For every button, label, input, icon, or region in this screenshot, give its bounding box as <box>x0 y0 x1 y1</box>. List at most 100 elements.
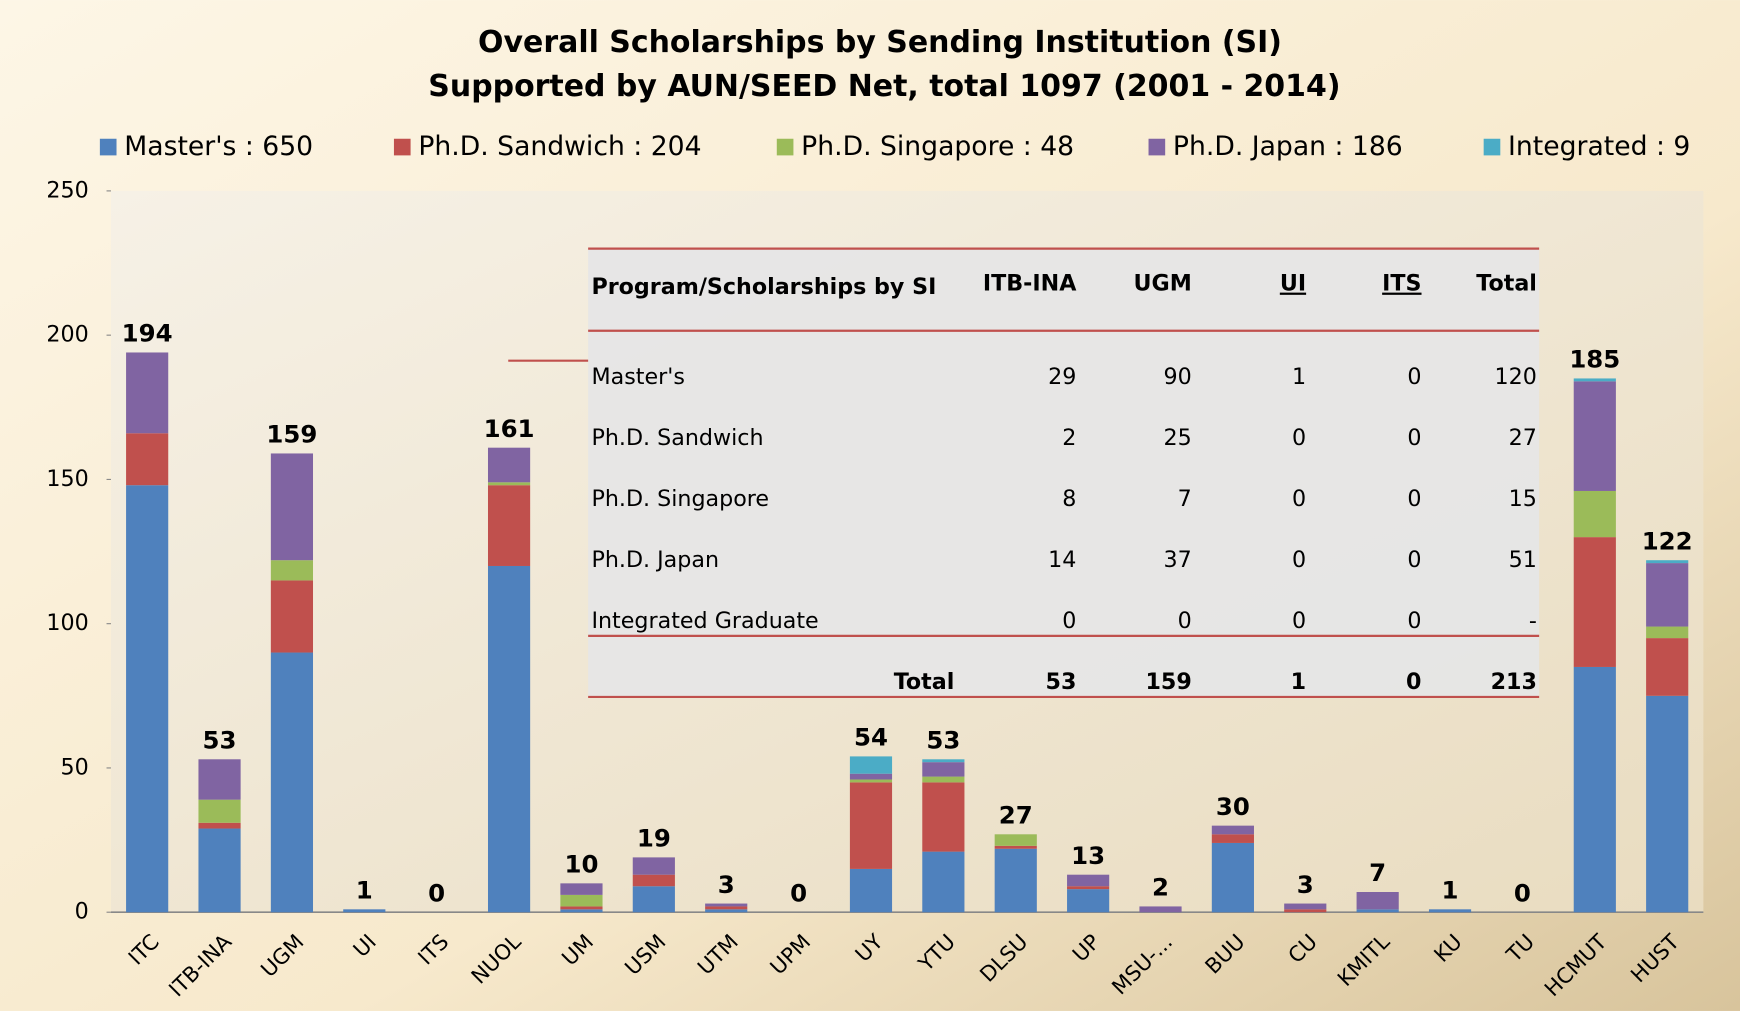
total-label: 27 <box>999 801 1033 830</box>
bar-segment <box>632 857 675 875</box>
bar-segment <box>270 453 314 561</box>
table-total: 213 <box>1491 669 1537 695</box>
legend-swatch <box>776 138 794 156</box>
bar-segment <box>994 845 1037 849</box>
bar-segment <box>632 886 675 913</box>
bar-segment <box>849 756 893 774</box>
bar-segment <box>343 909 386 913</box>
bar-segment <box>1646 563 1689 627</box>
total-label: 3 <box>1297 870 1314 899</box>
total-label: 0 <box>428 878 445 907</box>
bar-segment <box>1573 537 1616 667</box>
total-label: 54 <box>854 723 888 752</box>
total-label: 53 <box>203 726 237 755</box>
y-tick-label: 100 <box>46 610 88 636</box>
total-label: 10 <box>564 850 598 879</box>
bar-segment <box>1646 638 1689 696</box>
bar-segment <box>1573 490 1616 538</box>
table-cell: 51 <box>1509 547 1537 573</box>
bar-segment <box>1573 666 1616 913</box>
total-label: 1 <box>356 876 373 905</box>
table-cell: 0 <box>1407 547 1421 573</box>
table-cell: 1 <box>1292 364 1306 390</box>
bar-segment <box>487 565 531 913</box>
legend-label: Integrated : 9 <box>1508 131 1690 162</box>
bar-segment <box>1646 626 1689 639</box>
legend-label: Ph.D. Singapore : 48 <box>801 131 1074 162</box>
bar-segment <box>487 447 531 483</box>
bar-segment <box>1139 906 1182 913</box>
bar-segment <box>560 909 603 913</box>
legend-label: Ph.D. Sandwich : 204 <box>418 131 701 162</box>
table-header: UI <box>1280 271 1306 297</box>
total-label: 0 <box>1514 878 1531 907</box>
table-cell: 0 <box>1407 425 1421 451</box>
bar-segment <box>487 485 531 566</box>
table-background <box>588 248 1540 697</box>
bar-segment <box>849 779 893 783</box>
total-label: 122 <box>1642 526 1693 555</box>
bar-segment <box>1211 834 1254 843</box>
bar-segment <box>1067 886 1110 890</box>
table-cell: 0 <box>1407 486 1421 512</box>
legend-swatch <box>1483 138 1501 156</box>
table-cell: Integrated Graduate <box>591 608 818 634</box>
total-label: 13 <box>1071 841 1105 870</box>
table-cell: 0 <box>1062 608 1076 634</box>
bar-segment <box>198 759 241 800</box>
bar-segment <box>922 762 965 777</box>
bar-segment <box>849 773 893 780</box>
table-cell: 37 <box>1164 547 1192 573</box>
table-cell: 2 <box>1062 425 1076 451</box>
table-cell: 90 <box>1164 364 1192 390</box>
bar-segment <box>922 759 965 763</box>
bar-segment <box>560 894 603 907</box>
bar-segment <box>270 652 314 913</box>
total-label: 53 <box>926 726 960 755</box>
bar-segment <box>487 482 531 486</box>
bar-segment <box>1646 560 1689 564</box>
legend-swatch <box>1148 138 1166 156</box>
bar-segment <box>126 433 169 486</box>
bar-segment <box>994 848 1037 913</box>
table-header: Program/Scholarships by SI <box>591 274 936 300</box>
total-label: 0 <box>790 878 807 907</box>
y-tick-label: 250 <box>46 177 88 203</box>
legend-label: Ph.D. Japan : 186 <box>1173 131 1403 162</box>
total-label: 194 <box>122 319 173 348</box>
table-total: 53 <box>1046 669 1077 695</box>
table-total: 159 <box>1145 669 1191 695</box>
table-header: UGM <box>1133 271 1191 297</box>
bar-segment <box>1284 909 1327 913</box>
y-tick-label: 50 <box>61 754 89 780</box>
bar-segment <box>1067 874 1110 887</box>
bar-segment <box>1211 842 1254 913</box>
bar-segment <box>1573 378 1616 382</box>
bar-segment <box>560 906 603 910</box>
table-cell: 7 <box>1178 486 1192 512</box>
bar-segment <box>198 799 241 823</box>
table-cell: 0 <box>1292 608 1306 634</box>
chart-subtitle: Supported by AUN/SEED Net, total 1097 (2… <box>428 69 1340 104</box>
table-cell: 0 <box>1292 486 1306 512</box>
bar-segment <box>632 874 675 887</box>
bar-segment <box>705 903 748 907</box>
table-header: ITS <box>1382 271 1421 297</box>
bar-segment <box>1646 695 1689 913</box>
bar-segment <box>922 851 965 913</box>
bar-segment <box>1573 381 1616 491</box>
table-header: Total <box>1476 271 1537 297</box>
table-cell: 0 <box>1407 364 1421 390</box>
table-cell: Ph.D. Singapore <box>591 486 769 512</box>
bar-segment <box>849 868 893 913</box>
table-cell: - <box>1529 608 1537 634</box>
bar-segment <box>198 822 241 829</box>
bar-segment <box>270 580 314 653</box>
bar-segment <box>1211 825 1254 835</box>
table-cell: 0 <box>1292 547 1306 573</box>
bar-segment <box>1356 892 1399 910</box>
bar-segment <box>922 776 965 783</box>
total-label: 30 <box>1216 792 1250 821</box>
